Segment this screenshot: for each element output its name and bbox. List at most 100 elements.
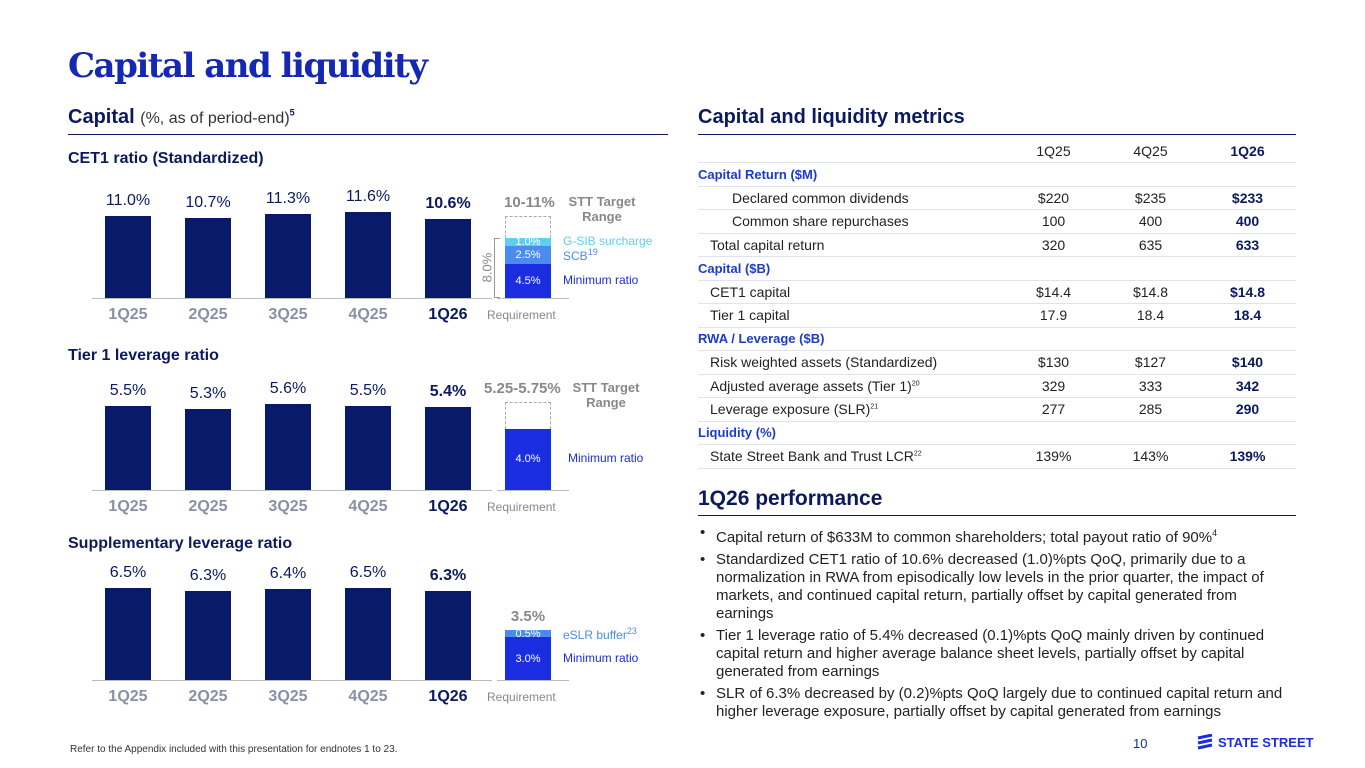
- divider: [698, 134, 1296, 135]
- table-section: RWA / Leverage ($B): [698, 327, 1296, 351]
- x-tick-label: 2Q25: [188, 688, 228, 705]
- x-axis: [497, 680, 569, 681]
- cell-value: 633: [1199, 233, 1296, 257]
- target-range-box: [505, 402, 551, 429]
- bullet-text: Capital return of $633M to common shareh…: [716, 529, 1213, 546]
- x-axis: [92, 680, 492, 681]
- footnote-ref: 20: [911, 380, 920, 388]
- cell-value: $14.8: [1199, 280, 1296, 304]
- capital-subheading: (%, as of period-end): [140, 110, 290, 127]
- value-label: 5.3%: [189, 384, 227, 402]
- divider: [68, 134, 668, 135]
- cell-value: $233: [1199, 186, 1296, 210]
- value-label: 6.5%: [349, 563, 387, 581]
- performance-bullets: Capital return of $633M to common shareh…: [698, 524, 1298, 725]
- metrics-heading: Capital and liquidity metrics: [698, 106, 965, 128]
- cell-value: 277: [1005, 397, 1102, 422]
- target-range-label: STT Target Range: [568, 194, 636, 225]
- x-tick-label: 4Q25: [348, 306, 388, 323]
- total-label: 8.0%: [479, 252, 495, 283]
- value-label: 5.5%: [349, 381, 387, 399]
- target-range-label: STT Target Range: [572, 380, 640, 411]
- bar: [345, 211, 391, 298]
- footnote-ref: 23: [626, 625, 637, 636]
- bar: [265, 404, 311, 490]
- section-label: RWA / Leverage ($B): [698, 327, 1296, 351]
- bullet-text: Tier 1 leverage ratio of 5.4% decreased …: [716, 627, 1265, 680]
- value-label: 6.5%: [109, 563, 147, 581]
- requirement-label: Requirement: [487, 690, 556, 704]
- requirement-segment: 0.5%: [505, 628, 551, 640]
- row-label: State Street Bank and Trust LCR22: [698, 444, 1005, 469]
- cell-value: 100: [1005, 209, 1102, 234]
- bar: [185, 408, 231, 490]
- legend-g-sib-surcharge: G-SIB surcharge: [563, 234, 652, 248]
- capital-heading: Capital (%, as of period-end)5: [68, 106, 295, 129]
- table-row: Risk weighted assets (Standardized) $130 $…: [698, 350, 1296, 375]
- requirement-segment: 3.0%: [505, 637, 551, 680]
- x-axis: [92, 490, 492, 491]
- cell-value: 17.9: [1005, 303, 1102, 328]
- table-row: Leverage exposure (SLR)21 277 285 290: [698, 397, 1296, 422]
- x-tick-label: 1Q25: [108, 498, 148, 515]
- footnote-ref: 4: [1212, 528, 1218, 538]
- state-street-logo: STATE STREET: [1196, 734, 1314, 750]
- x-tick-label: 3Q25: [268, 688, 308, 705]
- footnote-ref: 19: [587, 247, 598, 258]
- value-label: 5.4%: [429, 383, 467, 401]
- x-tick-label: 1Q26: [428, 498, 468, 515]
- table-row: Tier 1 capital 17.9 18.4 18.4: [698, 303, 1296, 328]
- column-header: 1Q25: [1005, 139, 1102, 163]
- footnote-ref: 5: [289, 107, 295, 118]
- cell-value: $140: [1199, 350, 1296, 375]
- chart-title: Supplementary leverage ratio: [68, 535, 293, 552]
- value-label: 11.6%: [345, 187, 391, 205]
- row-label: Total capital return: [698, 233, 1005, 257]
- cell-value: 139%: [1005, 444, 1102, 469]
- total-bracket: [494, 238, 500, 298]
- table-section: Liquidity (%): [698, 421, 1296, 445]
- bullet: SLR of 6.3% decreased by (0.2)%pts QoQ l…: [698, 685, 1298, 721]
- legend-text: SCB: [563, 249, 588, 264]
- header-blank: [698, 139, 1005, 163]
- x-axis: [92, 298, 492, 299]
- performance-heading: 1Q26 performance: [698, 487, 883, 510]
- row-label-text: Total capital return: [710, 236, 825, 253]
- footnote-ref: 22: [913, 450, 922, 458]
- cell-value: 143%: [1102, 444, 1199, 469]
- row-label: Tier 1 capital: [698, 303, 1005, 328]
- value-label: 10.7%: [185, 194, 231, 212]
- x-tick-label: 1Q25: [108, 688, 148, 705]
- target-range-box: [505, 216, 551, 239]
- row-label-text: Declared common dividends: [732, 189, 909, 206]
- bullet: Tier 1 leverage ratio of 5.4% decreased …: [698, 627, 1298, 681]
- section-label: Capital Return ($M): [698, 162, 1296, 187]
- column-header: 4Q25: [1102, 139, 1199, 163]
- total-label: 3.5%: [510, 608, 546, 626]
- cell-value: 333: [1102, 374, 1199, 398]
- cell-value: 139%: [1199, 444, 1296, 469]
- bullet: Capital return of $633M to common shareh…: [698, 524, 1298, 547]
- x-tick-label: 1Q26: [428, 688, 468, 705]
- x-tick-label: 2Q25: [188, 306, 228, 323]
- row-label-text: Tier 1 capital: [710, 307, 790, 324]
- x-tick-label: 3Q25: [268, 306, 308, 323]
- chart-title: CET1 ratio (Standardized): [68, 150, 264, 167]
- row-label-text: Common share repurchases: [732, 213, 909, 230]
- value-label: 10.6%: [425, 195, 471, 213]
- cell-value: $14.8: [1102, 280, 1199, 304]
- logo-icon: [1197, 734, 1213, 750]
- footer-note: Refer to the Appendix included with this…: [70, 744, 398, 755]
- x-axis: [497, 298, 569, 299]
- bar: [425, 219, 471, 298]
- cell-value: $235: [1102, 186, 1199, 210]
- bar: [185, 590, 231, 680]
- requirement-segment: 2.5%: [505, 245, 551, 265]
- bullet-text: SLR of 6.3% decreased by (0.2)%pts QoQ l…: [716, 685, 1283, 720]
- requirement-label: Requirement: [487, 500, 556, 514]
- bar: [425, 407, 471, 490]
- bar: [425, 590, 471, 680]
- cell-value: 400: [1102, 209, 1199, 234]
- bullet: Standardized CET1 ratio of 10.6% decreas…: [698, 551, 1298, 623]
- x-tick-label: 4Q25: [348, 688, 388, 705]
